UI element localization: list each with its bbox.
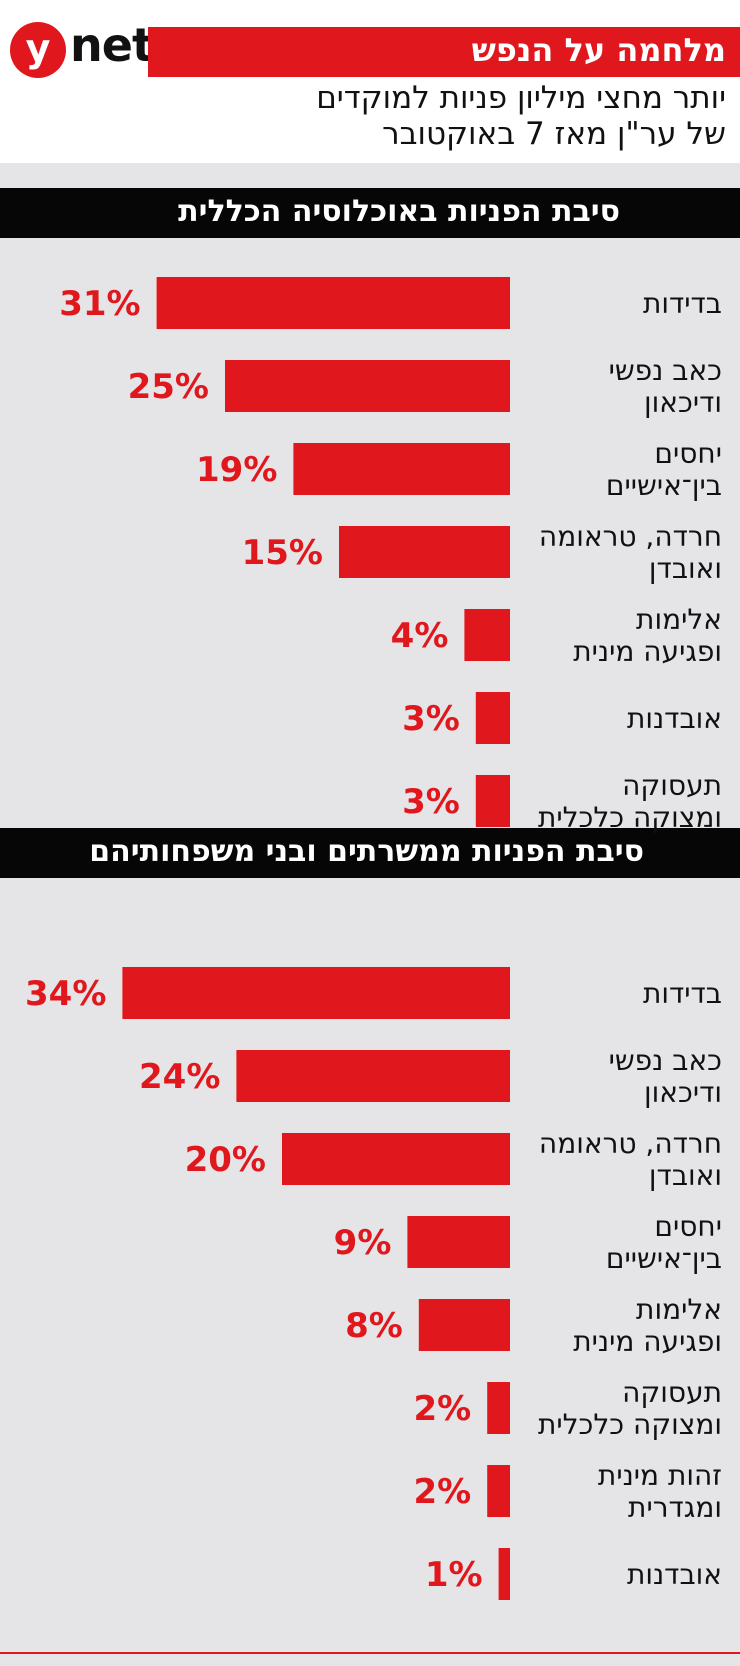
- category-label-1-5-2: ופגיעה מינית: [573, 635, 722, 668]
- category-label-2-7-2: ומגדרית: [628, 1491, 722, 1524]
- value-label-1-6: 3%: [402, 699, 460, 739]
- value-label-2-7: 2%: [413, 1472, 471, 1512]
- subtitle-line-1: יותר מחצי מיליון פניות למוקדים: [316, 80, 726, 116]
- bar-1-7: [475, 775, 510, 827]
- category-label-2-2-2: ודיכאון: [644, 1076, 722, 1109]
- category-label-2-8-1: אובדנות: [627, 1558, 722, 1591]
- section-title-soldiers: סיבת הפניות ממשרתים ובני משפחותיהם: [89, 834, 644, 869]
- bar-2-4: [407, 1216, 510, 1268]
- category-label-2-3-2: ואובדן: [649, 1159, 722, 1192]
- value-label-2-3: 20%: [185, 1140, 266, 1180]
- category-label-1-5-1: אלימות: [636, 603, 722, 636]
- category-label-1-1-1: בדידות: [643, 287, 722, 320]
- bar-1-2: [225, 360, 510, 412]
- value-label-1-4: 15%: [242, 533, 323, 573]
- category-label-1-3-2: בין־אישיים: [606, 469, 722, 502]
- bar-1-3: [293, 443, 510, 495]
- bar-2-2: [236, 1050, 510, 1102]
- bottom-divider: [0, 1652, 740, 1654]
- bar-2-6: [487, 1382, 510, 1434]
- bar-2-7: [487, 1465, 510, 1517]
- value-label-2-1: 34%: [25, 974, 106, 1014]
- section-title-general: סיבת הפניות באוכלוסיה הכללית: [178, 194, 620, 229]
- bar-1-1: [156, 277, 510, 329]
- bar-2-3: [282, 1133, 510, 1185]
- category-label-1-7-2: ומצוקה כלכלית: [538, 801, 722, 834]
- value-label-1-5: 4%: [391, 616, 449, 656]
- value-label-1-1: 31%: [59, 284, 140, 324]
- value-label-2-8: 1%: [425, 1555, 483, 1595]
- category-label-2-7-1: זהות מינית: [598, 1459, 722, 1492]
- bar-1-4: [339, 526, 510, 578]
- value-label-2-6: 2%: [413, 1389, 471, 1429]
- section-header-soldiers: סיבת הפניות ממשרתים ובני משפחותיהם: [0, 828, 740, 878]
- bar-2-8: [498, 1548, 510, 1600]
- page-title: מלחמה על הנפש: [471, 31, 726, 69]
- category-label-1-2-1: כאב נפשי: [609, 354, 722, 387]
- value-label-1-7: 3%: [402, 782, 460, 822]
- category-label-1-6-1: אובדנות: [627, 702, 722, 735]
- value-label-2-5: 8%: [345, 1306, 403, 1346]
- category-label-2-6-2: ומצוקה כלכלית: [538, 1408, 722, 1441]
- category-label-1-4-2: ואובדן: [649, 552, 722, 585]
- category-label-2-4-2: בין־אישיים: [606, 1242, 722, 1275]
- value-label-1-3: 19%: [196, 450, 277, 490]
- category-label-2-6-1: תעסוקה: [622, 1376, 722, 1409]
- title-banner: מלחמה על הנפש: [148, 27, 740, 77]
- category-label-2-4-1: יחסים: [654, 1210, 722, 1243]
- bar-1-6: [475, 692, 510, 744]
- category-label-1-7-1: תעסוקה: [622, 769, 722, 802]
- value-label-1-2: 25%: [128, 367, 209, 407]
- category-label-2-5-1: אלימות: [636, 1293, 722, 1326]
- value-label-2-2: 24%: [139, 1057, 220, 1097]
- subtitle: יותר מחצי מיליון פניות למוקדים של ער"ן מ…: [166, 80, 726, 152]
- category-label-2-3-1: חרדה, טראומה: [539, 1127, 722, 1160]
- category-label-1-3-1: יחסים: [654, 437, 722, 470]
- category-label-1-2-2: ודיכאון: [644, 386, 722, 419]
- value-label-2-4: 9%: [334, 1223, 392, 1263]
- category-label-2-5-2: ופגיעה מינית: [573, 1325, 722, 1358]
- logo-y-circle: y: [10, 22, 66, 78]
- category-label-2-1-1: בדידות: [643, 977, 722, 1010]
- bar-1-5: [464, 609, 510, 661]
- bar-2-1: [122, 967, 511, 1019]
- logo-net-text: net: [70, 18, 154, 72]
- header: y net מלחמה על הנפש יותר מחצי מיליון פני…: [0, 0, 740, 163]
- bar-2-5: [418, 1299, 510, 1351]
- section-header-general: סיבת הפניות באוכלוסיה הכללית: [0, 188, 740, 238]
- subtitle-line-2: של ער"ן מאז 7 באוקטובר: [382, 116, 726, 152]
- category-label-1-4-1: חרדה, טראומה: [539, 520, 722, 553]
- category-label-2-2-1: כאב נפשי: [609, 1044, 722, 1077]
